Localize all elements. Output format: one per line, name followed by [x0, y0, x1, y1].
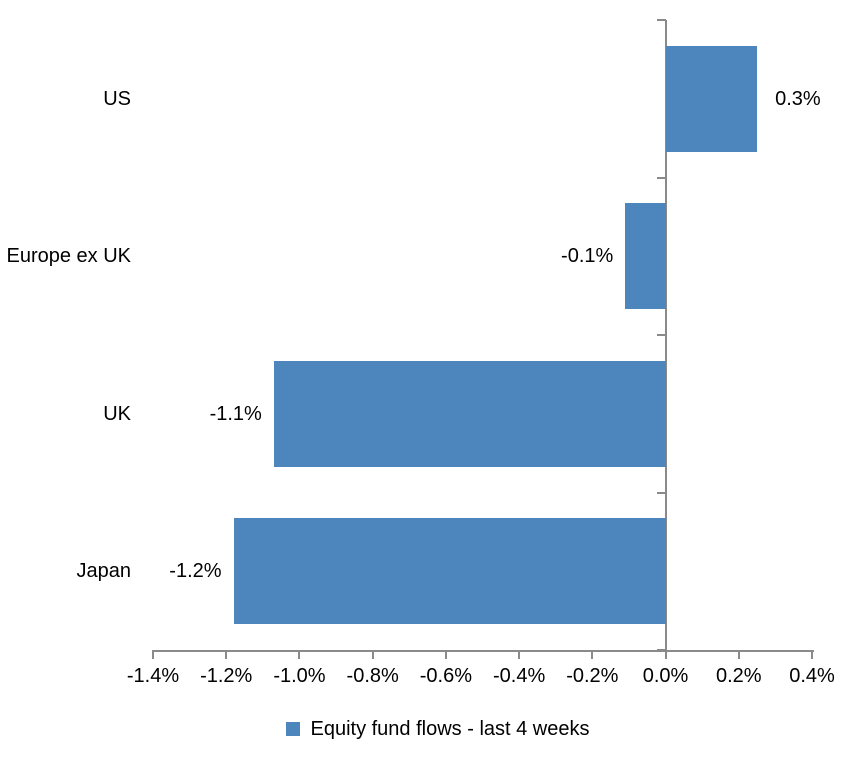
- category-label: Europe ex UK: [6, 245, 131, 268]
- bar-value-label: -1.2%: [169, 560, 222, 583]
- x-tick-label: -0.2%: [566, 665, 619, 687]
- legend-swatch-icon: [286, 722, 301, 736]
- bar-value-label: -0.1%: [561, 245, 614, 268]
- category-axis-tick: [656, 491, 666, 494]
- value-axis-line: [664, 20, 667, 659]
- category-axis-tick: [656, 649, 666, 651]
- x-tick-label: -1.4%: [126, 665, 180, 687]
- x-tick-label: -0.4%: [492, 665, 546, 687]
- bar: [233, 518, 666, 625]
- category-axis-tick: [656, 176, 666, 179]
- x-tick-label: -1.2%: [200, 665, 253, 687]
- category-axis-line: [153, 650, 814, 652]
- bar-value-label: -1.1%: [209, 402, 262, 425]
- bar-value-label: 0.3%: [775, 87, 821, 110]
- x-axis-tick: [811, 650, 813, 659]
- legend-label: Equity fund flows - last 4 weeks: [310, 718, 590, 740]
- x-tick-label: 0.2%: [715, 665, 762, 687]
- category-label: UK: [103, 402, 131, 425]
- x-axis-tick: [664, 650, 667, 659]
- legend: Equity fund flows - last 4 weeks: [0, 714, 852, 744]
- x-tick-label: -0.6%: [419, 665, 472, 687]
- x-tick-label: -0.8%: [346, 665, 399, 687]
- x-axis-tick: [444, 650, 447, 659]
- x-tick-label: 0.4%: [789, 665, 835, 687]
- bar: [625, 203, 666, 310]
- x-axis-tick: [225, 650, 228, 659]
- category-axis-tick: [656, 19, 666, 21]
- x-tick-label: -1.0%: [273, 665, 326, 687]
- x-axis-tick: [518, 650, 521, 659]
- x-axis-tick: [152, 650, 154, 659]
- x-axis-tick: [371, 650, 374, 659]
- x-axis-tick: [591, 650, 594, 659]
- x-axis-tick: [298, 650, 301, 659]
- x-axis-tick: [737, 650, 740, 659]
- x-tick-label: 0.0%: [642, 665, 689, 687]
- bar: [665, 45, 758, 152]
- bar: [273, 360, 666, 467]
- category-label: US: [103, 87, 131, 110]
- category-axis-tick: [656, 334, 666, 336]
- category-label: Japan: [76, 560, 132, 583]
